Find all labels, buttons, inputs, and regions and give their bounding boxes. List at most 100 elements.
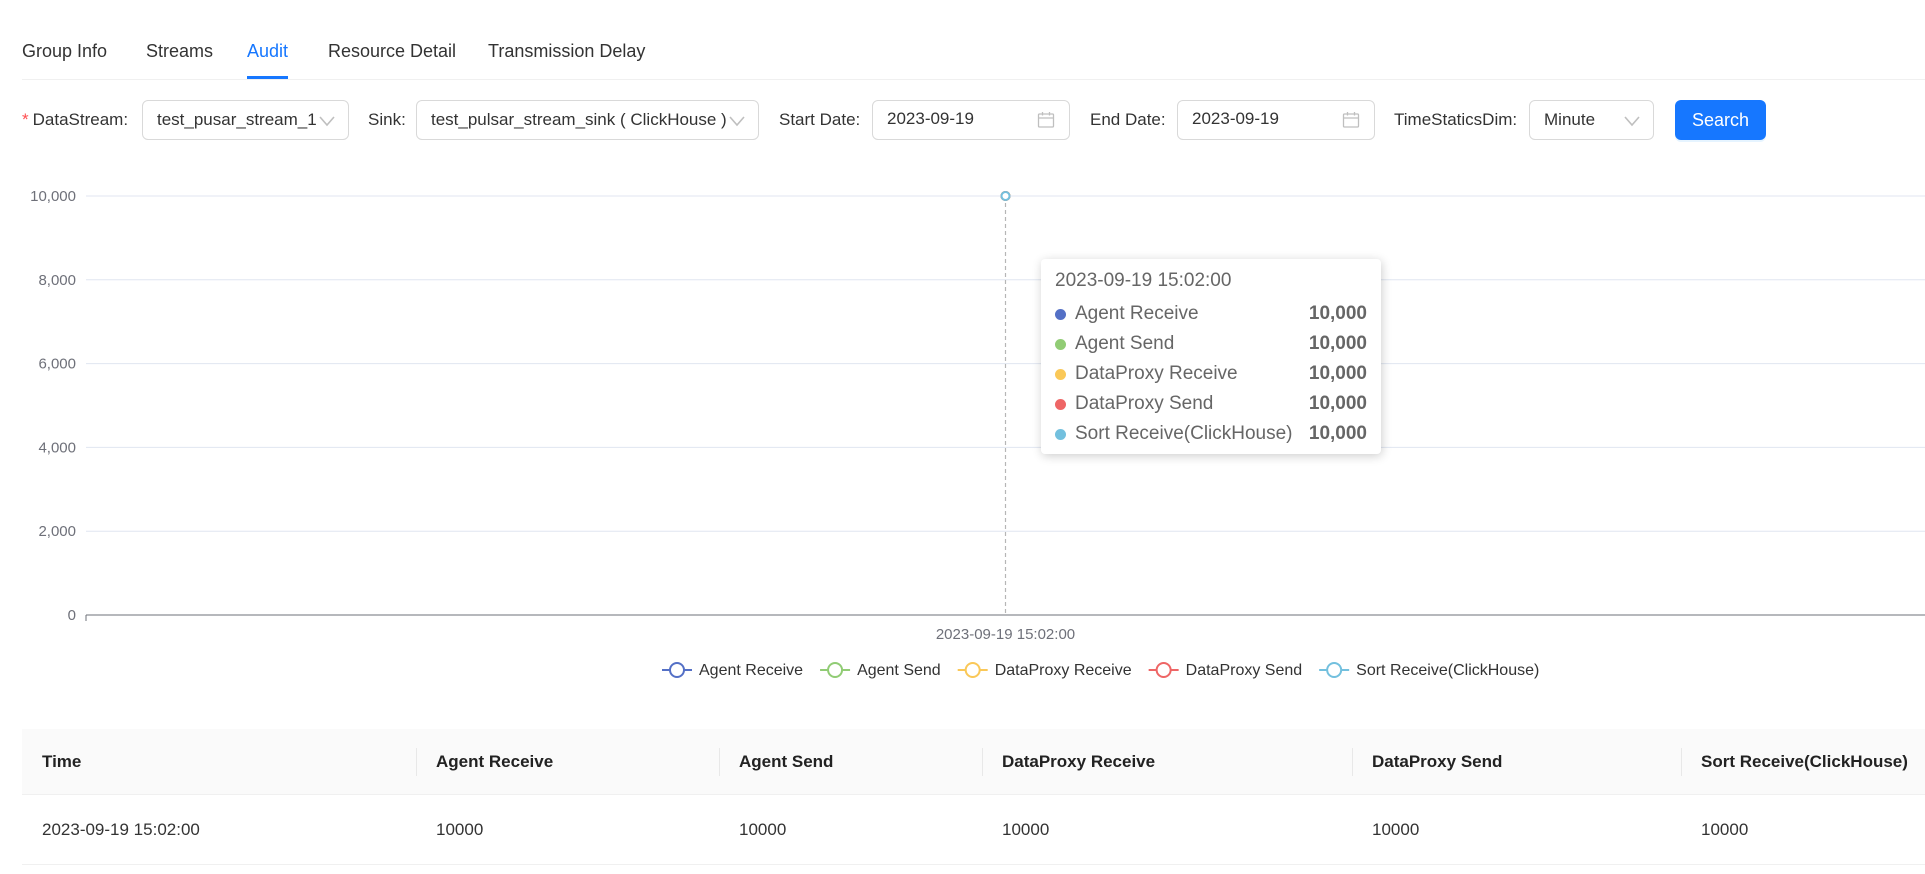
sink-label-text: Sink xyxy=(368,110,402,129)
tooltip-series-name: Agent Receive xyxy=(1075,303,1199,324)
tooltip-series-value: 10,000 xyxy=(1308,333,1367,354)
time-dim-select[interactable]: Minute xyxy=(1529,100,1654,140)
tab-streams[interactable]: Streams xyxy=(146,41,214,61)
series-color-dot xyxy=(1055,398,1066,410)
y-tick-label: 10,000 xyxy=(30,188,76,205)
sink-label: Sink : xyxy=(368,100,406,140)
tooltip-series-value: 10,000 xyxy=(1308,423,1367,444)
tab-group-info[interactable]: Group Info xyxy=(22,41,108,61)
series-color-dot xyxy=(1055,338,1066,350)
chevron-down-icon xyxy=(1624,116,1640,127)
label-colon: : xyxy=(401,110,406,129)
start-date-picker[interactable]: 2023-09-19 xyxy=(872,100,1070,140)
x-tick-label: 2023-09-19 15:02:00 xyxy=(936,626,1075,643)
legend-marker xyxy=(964,662,981,678)
series-color-dot xyxy=(1055,428,1066,440)
column-separator xyxy=(1681,748,1682,776)
series-color-dot xyxy=(1055,308,1066,320)
tooltip-row: Agent Send 10,000 xyxy=(1055,329,1367,359)
legend-label: DataProxy Receive xyxy=(995,662,1132,679)
tab-bar: Group Info Streams Audit Resource Detail… xyxy=(22,0,1925,80)
tab-resource-detail[interactable]: Resource Detail xyxy=(328,41,457,61)
start-date-value: 2023-09-19 xyxy=(887,109,974,128)
legend-label: Agent Receive xyxy=(699,662,803,679)
table-cell: 2023-09-19 15:02:00 xyxy=(42,820,200,839)
tooltip-series-value: 10,000 xyxy=(1308,303,1367,324)
tooltip-series-value: 10,000 xyxy=(1308,363,1367,384)
tooltip-series-value: 10,000 xyxy=(1308,393,1367,414)
y-tick-label: 4,000 xyxy=(38,439,76,456)
legend-label: Sort Receive(ClickHouse) xyxy=(1356,662,1539,679)
table-cell: 10000 xyxy=(1372,820,1420,839)
table-cell: 10000 xyxy=(436,820,484,839)
table-header: Time Agent Receive Agent Send DataProxy Rec… xyxy=(22,729,1925,795)
end-date-picker[interactable]: 2023-09-19 xyxy=(1177,100,1375,140)
y-tick-label: 8,000 xyxy=(38,272,76,289)
sink-select-value: test_pulsar_stream_sink ( ClickHouse ) xyxy=(431,110,727,129)
time-dim-label: TimeStaticsDim : xyxy=(1394,100,1517,140)
table-row: 2023-09-19 15:02:00 10000 10000 10000 10000 1… xyxy=(22,795,1925,865)
tooltip-series-name: DataProxy Send xyxy=(1075,393,1214,414)
legend-label: DataProxy Send xyxy=(1186,662,1303,679)
datastream-select-value: test_pusar_stream_1 xyxy=(157,110,317,129)
chart-tooltip: 2023-09-19 15:02:00 Agent Receive 10,000 A… xyxy=(1041,259,1381,454)
time-dim-label-text: TimeStaticsDim xyxy=(1394,110,1513,129)
sink-select[interactable]: test_pulsar_stream_sink ( ClickHouse ) xyxy=(416,100,759,140)
required-mark: * xyxy=(22,110,29,129)
legend-marker xyxy=(1155,662,1172,678)
tooltip-row: Sort Receive(ClickHouse) 10,000 xyxy=(1055,419,1367,449)
end-date-value: 2023-09-19 xyxy=(1192,109,1279,128)
label-colon: : xyxy=(855,110,861,129)
datastream-label: * DataStream : xyxy=(22,100,128,140)
legend-marker xyxy=(827,662,844,678)
tab-audit[interactable]: Audit xyxy=(247,41,289,61)
audit-table: Time Agent Receive Agent Send DataProxy Rec… xyxy=(22,729,1925,865)
end-date-label: End Date : xyxy=(1090,100,1166,140)
legend-label: Agent Send xyxy=(857,662,941,679)
column-header: Sort Receive(ClickHouse) xyxy=(1701,752,1908,771)
legend-marker xyxy=(669,662,685,678)
table-cell: 10000 xyxy=(739,820,787,839)
search-button[interactable]: Search xyxy=(1675,100,1766,140)
tooltip-row: Agent Receive 10,000 xyxy=(1055,299,1367,329)
tooltip-row: DataProxy Send 10,000 xyxy=(1055,389,1367,419)
chevron-down-icon xyxy=(319,116,335,127)
calendar-icon xyxy=(1037,112,1055,128)
column-separator xyxy=(1352,748,1353,776)
time-dim-value: Minute xyxy=(1544,110,1596,129)
table-cell: 10000 xyxy=(1002,820,1050,839)
label-colon: : xyxy=(123,110,129,129)
end-date-label-text: End Date xyxy=(1090,110,1161,129)
active-tab-indicator xyxy=(247,76,288,79)
tooltip-series-name: Agent Send xyxy=(1075,333,1175,354)
tooltip-title: 2023-09-19 15:02:00 xyxy=(1055,270,1232,291)
legend-marker xyxy=(1326,662,1343,678)
datastream-select[interactable]: test_pusar_stream_1 xyxy=(142,100,349,140)
column-header: Agent Send xyxy=(739,752,834,771)
series-color-dot xyxy=(1055,368,1066,380)
start-date-label-text: Start Date xyxy=(779,110,856,129)
chevron-down-icon xyxy=(729,116,745,127)
column-header: DataProxy Receive xyxy=(1002,752,1156,771)
y-tick-label: 6,000 xyxy=(38,356,76,373)
label-colon: : xyxy=(1160,110,1166,129)
audit-line-chart: 0 2,000 4,000 6,000 8,000 10,000 2023-09-19 15… xyxy=(30,188,1925,679)
datastream-label-text: DataStream xyxy=(32,110,124,129)
table-cell: 10000 xyxy=(1701,820,1749,839)
tooltip-row: DataProxy Receive 10,000 xyxy=(1055,359,1367,389)
label-colon: : xyxy=(1512,110,1518,129)
column-separator xyxy=(982,748,983,776)
column-separator xyxy=(416,748,417,776)
column-separator xyxy=(719,748,720,776)
calendar-icon xyxy=(1342,112,1360,128)
tab-transmission-delay[interactable]: Transmission Delay xyxy=(488,41,646,61)
column-header: DataProxy Send xyxy=(1372,752,1503,771)
start-date-label: Start Date : xyxy=(779,100,860,140)
y-tick-label: 2,000 xyxy=(38,523,76,540)
column-header: Time xyxy=(42,752,82,771)
tooltip-series-name: Sort Receive(ClickHouse) xyxy=(1075,423,1293,444)
tooltip-series-name: DataProxy Receive xyxy=(1075,363,1238,384)
y-tick-label: 0 xyxy=(68,607,76,624)
series-point xyxy=(1000,191,1011,201)
column-header: Agent Receive xyxy=(436,752,554,771)
